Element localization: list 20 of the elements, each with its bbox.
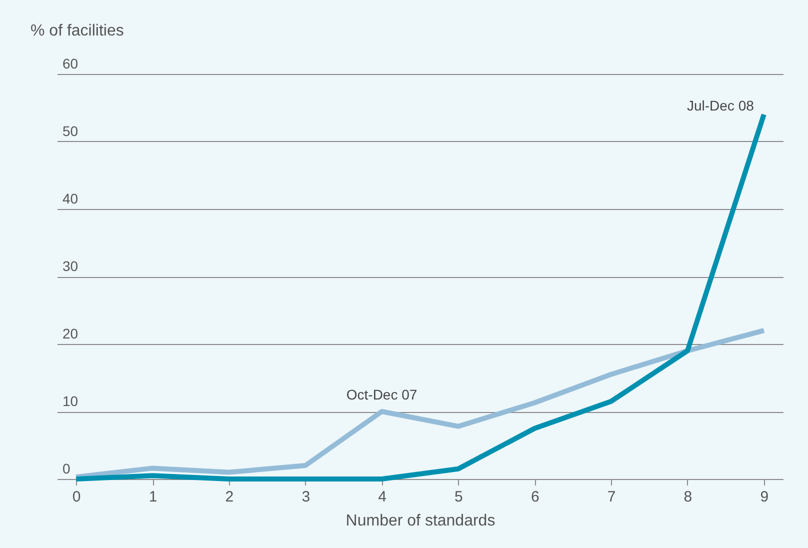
y-tick-label: 30 [62, 258, 78, 274]
y-axis-title: % of facilities [30, 22, 124, 40]
y-tick-label: 50 [62, 123, 78, 139]
x-tick-label: 9 [760, 488, 769, 506]
y-tick-label: 60 [62, 56, 78, 72]
x-axis-title: Number of standards [346, 512, 496, 530]
y-tick-label: 10 [62, 393, 78, 409]
x-tick-label: 2 [225, 488, 234, 506]
x-tick-label: 6 [530, 488, 540, 506]
series-label: Jul-Dec 08 [686, 98, 754, 114]
x-tick-label: 7 [607, 488, 616, 506]
x-tick-label: 5 [454, 488, 463, 506]
y-tick-label: 20 [62, 326, 78, 342]
x-tick-label: 4 [378, 488, 386, 506]
series-label: Oct-Dec 07 [346, 386, 418, 402]
x-tick-label: 3 [302, 488, 310, 506]
y-tick-label: 0 [62, 460, 70, 476]
y-tick-label: 40 [62, 190, 78, 206]
x-tick-label: 1 [148, 488, 158, 506]
x-tick-label: 8 [684, 488, 692, 506]
